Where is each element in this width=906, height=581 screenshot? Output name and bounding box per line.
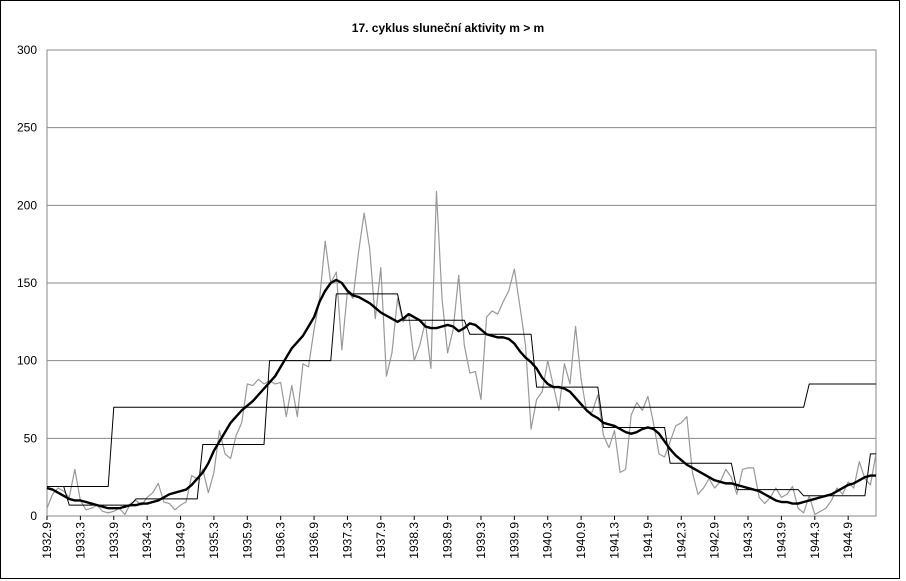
x-tick-label: 1934.9 bbox=[174, 522, 188, 559]
x-tick-label: 1940.3 bbox=[541, 522, 555, 559]
x-tick-label: 1943.3 bbox=[741, 522, 755, 559]
x-tick-label: 1933.3 bbox=[73, 522, 87, 559]
series-line bbox=[46, 278, 876, 510]
x-tick-label: 1942.9 bbox=[708, 522, 722, 559]
x-tick-label: 1933.9 bbox=[107, 522, 121, 559]
series-line bbox=[46, 190, 877, 516]
x-tick-label: 1934.3 bbox=[140, 522, 154, 559]
y-tick-label: 100 bbox=[17, 354, 37, 368]
x-tick-label: 1932.9 bbox=[40, 522, 54, 559]
x-tick-label: 1939.3 bbox=[474, 522, 488, 559]
x-tick-label: 1936.9 bbox=[307, 522, 321, 559]
x-tick-label: 1941.3 bbox=[608, 522, 622, 559]
x-tick-label: 1944.3 bbox=[808, 522, 822, 559]
x-tick-label: 1943.9 bbox=[774, 522, 788, 559]
x-tick-label: 1935.9 bbox=[240, 522, 254, 559]
x-tick-label: 1944.9 bbox=[841, 522, 855, 559]
x-tick-label: 1942.3 bbox=[674, 522, 688, 559]
x-tick-label: 1937.3 bbox=[340, 522, 354, 559]
x-tick-label: 1936.3 bbox=[274, 522, 288, 559]
series-line bbox=[47, 383, 876, 487]
y-tick-label: 50 bbox=[24, 431, 38, 445]
x-tick-label: 1937.9 bbox=[374, 522, 388, 559]
x-tick-label: 1939.9 bbox=[507, 522, 521, 559]
plot-frame bbox=[46, 49, 877, 517]
y-tick-label: 250 bbox=[17, 121, 37, 135]
y-tick-label: 0 bbox=[30, 509, 37, 523]
chart-title: 17. cyklus sluneční aktivity m > m bbox=[352, 21, 544, 35]
y-tick-label: 200 bbox=[17, 198, 37, 212]
x-tick-label: 1940.9 bbox=[574, 522, 588, 559]
x-tick-label: 1938.3 bbox=[407, 522, 421, 559]
series-line bbox=[47, 293, 876, 506]
x-tick-label: 1938.9 bbox=[441, 522, 455, 559]
y-tick-label: 150 bbox=[17, 276, 37, 290]
y-tick-label: 300 bbox=[17, 43, 37, 57]
x-tick-label: 1941.9 bbox=[641, 522, 655, 559]
x-tick-label: 1935.3 bbox=[207, 522, 221, 559]
